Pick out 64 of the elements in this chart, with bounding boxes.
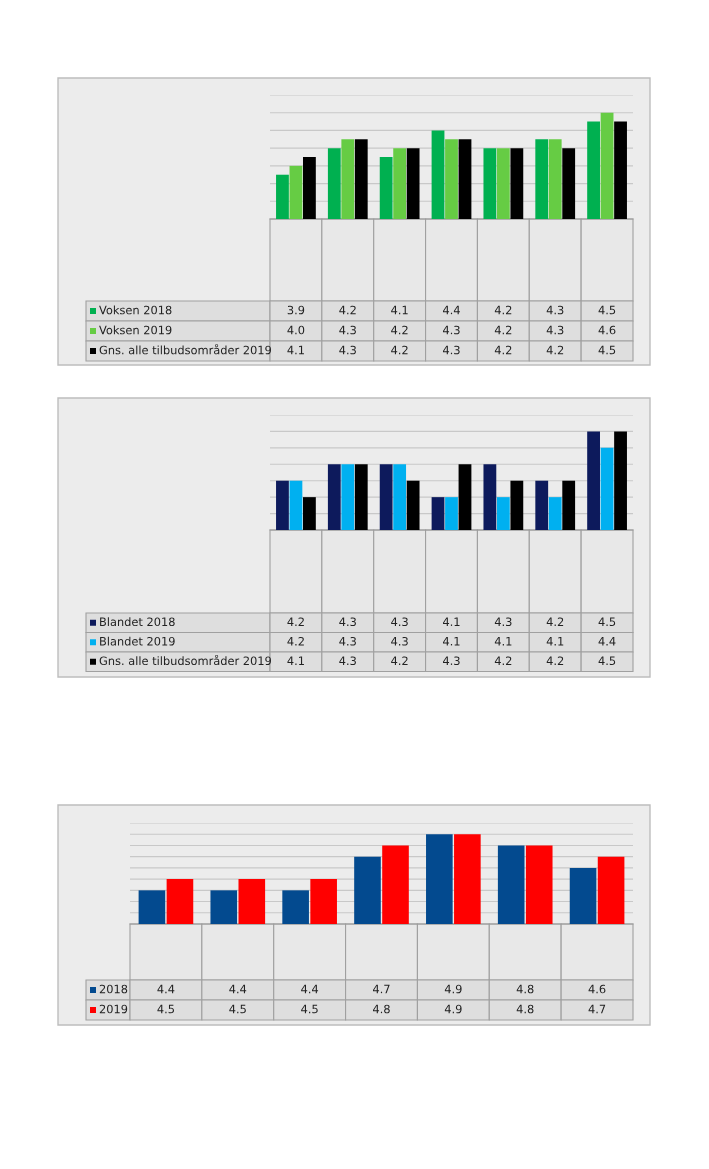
data-label: 4.1 <box>546 637 564 646</box>
data-label: 4.3 <box>339 325 356 335</box>
data-label: 4.9 <box>444 984 462 994</box>
data-label: 4.1 <box>443 617 460 626</box>
data-label: 4.7 <box>588 1004 606 1014</box>
data-label: 4.0 <box>287 325 305 335</box>
data-label: 4.2 <box>287 636 304 646</box>
data-label: 3.9 <box>287 305 305 315</box>
data-label: 4.2 <box>546 617 564 626</box>
data-label: 4.5 <box>301 1004 318 1014</box>
data-label: 4.3 <box>546 305 564 315</box>
legend-label: Voksen 2018 <box>99 305 172 315</box>
data-label: 4.2 <box>339 305 356 315</box>
data-label: 4.5 <box>157 1004 174 1014</box>
data-label: 4.4 <box>598 637 616 646</box>
legend-label: Blandet 2019 <box>100 636 175 646</box>
data-label: 4.3 <box>443 325 460 335</box>
data-label: 4.2 <box>391 656 408 665</box>
data-label: 4.2 <box>546 656 564 665</box>
data-label: 4.6 <box>588 984 606 994</box>
data-label: 4.3 <box>443 345 460 355</box>
data-label: 4.2 <box>391 325 408 335</box>
data-label: 4.5 <box>229 1004 246 1014</box>
data-label: 4.4 <box>443 305 460 315</box>
data-label: 4.8 <box>516 1004 534 1014</box>
data-label: 4.3 <box>339 636 356 646</box>
data-label: 4.7 <box>373 984 390 994</box>
data-label: 4.1 <box>391 305 408 315</box>
legend-label: Blandet 2018 <box>100 617 175 627</box>
data-label: 4.2 <box>494 656 512 665</box>
data-label: 4.8 <box>373 1004 390 1014</box>
data-label: 4.5 <box>598 305 616 315</box>
legend-label: Gns. alle tilbudsområder 2019 <box>99 344 271 355</box>
data-label: 4.8 <box>516 984 534 994</box>
data-label: 4.3 <box>339 345 356 355</box>
data-label: 4.5 <box>598 617 616 627</box>
legend-label: 2019 <box>99 1004 128 1014</box>
data-label: 4.5 <box>598 656 616 666</box>
data-label: 4.2 <box>391 345 408 355</box>
data-label: 4.4 <box>157 984 175 994</box>
data-label: 4.6 <box>598 325 616 335</box>
data-label: 4.3 <box>546 325 564 335</box>
data-label: 4.3 <box>339 656 356 666</box>
data-label: 4.9 <box>444 1004 462 1014</box>
data-label: 4.2 <box>494 305 512 315</box>
data-label: 4.4 <box>229 984 247 994</box>
data-label: 4.1 <box>443 637 460 646</box>
legend-label: Gns. alle tilbudsområder 2019 <box>99 654 271 666</box>
data-label: 4.1 <box>287 345 304 355</box>
data-label: 4.1 <box>287 656 304 665</box>
data-label: 4.4 <box>301 984 319 994</box>
data-label: 4.2 <box>494 345 512 355</box>
data-label: 4.5 <box>598 345 616 355</box>
data-label: 4.3 <box>391 636 408 646</box>
legend-label: 2018 <box>99 984 128 994</box>
data-label: 4.2 <box>546 345 564 355</box>
data-label: 4.3 <box>443 656 460 666</box>
legend-label: Voksen 2019 <box>99 325 172 335</box>
data-label: 4.3 <box>391 617 408 627</box>
data-label: 4.2 <box>494 325 512 335</box>
data-label: 4.3 <box>494 617 512 627</box>
data-label: 4.3 <box>339 617 356 627</box>
data-label: 4.1 <box>494 637 512 646</box>
data-label: 4.2 <box>287 617 304 626</box>
